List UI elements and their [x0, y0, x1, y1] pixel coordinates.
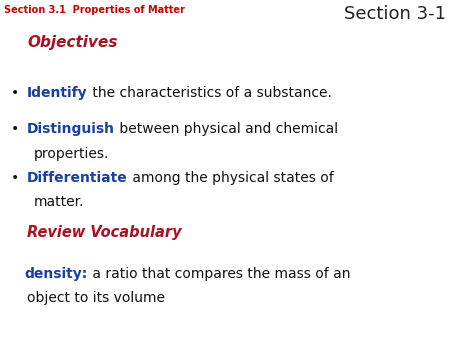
- Text: among the physical states of: among the physical states of: [128, 171, 333, 185]
- Text: Review Vocabulary: Review Vocabulary: [27, 225, 182, 240]
- Text: •: •: [11, 171, 19, 185]
- Text: object to its volume: object to its volume: [27, 291, 165, 305]
- Text: Objectives: Objectives: [27, 35, 117, 50]
- Text: Section 3.1  Properties of Matter: Section 3.1 Properties of Matter: [4, 5, 185, 15]
- Text: Differentiate: Differentiate: [27, 171, 128, 185]
- Text: •: •: [11, 86, 19, 100]
- Text: Identify: Identify: [27, 86, 88, 100]
- Text: density:: density:: [25, 267, 88, 281]
- Text: a ratio that compares the mass of an: a ratio that compares the mass of an: [88, 267, 351, 281]
- Text: •: •: [11, 122, 19, 136]
- Text: the characteristics of a substance.: the characteristics of a substance.: [88, 86, 332, 100]
- Text: between physical and chemical: between physical and chemical: [115, 122, 338, 136]
- Text: Section 3-1: Section 3-1: [343, 5, 446, 23]
- Text: Distinguish: Distinguish: [27, 122, 115, 136]
- Text: matter.: matter.: [34, 195, 84, 209]
- Text: properties.: properties.: [34, 147, 109, 161]
